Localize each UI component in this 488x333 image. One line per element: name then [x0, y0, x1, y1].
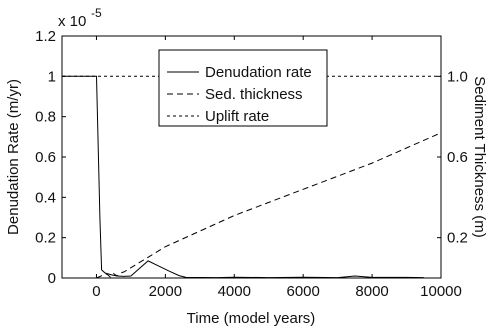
y-right-tick-label: 0.6 — [447, 149, 468, 166]
y-left-axis-label: Denudation Rate (m/yr) — [5, 79, 22, 235]
legend-label-sediment: Sed. thickness — [205, 86, 303, 103]
x-tick-label: 6000 — [286, 283, 319, 300]
left-exponent-power: -5 — [91, 6, 102, 20]
y-left-tick-label: 0.4 — [35, 189, 56, 206]
series-denudation-rate — [62, 75, 424, 279]
series-sediment-thickness — [96, 132, 442, 279]
left-exponent-base: x 10 — [58, 13, 86, 30]
y-left-tick-label: 1.2 — [35, 28, 56, 45]
y-left-tick-label: 0 — [48, 270, 56, 287]
y-right-axis-label: Sediment Thickness (m) — [471, 76, 488, 237]
legend-label-denudation: Denudation rate — [205, 64, 312, 81]
y-left-tick-label: 1 — [48, 68, 56, 85]
legend-label-uplift: Uplift rate — [205, 108, 269, 125]
y-right-tick-label: 0.2 — [447, 230, 468, 247]
x-tick-label: 2000 — [149, 283, 182, 300]
legend-box — [158, 49, 328, 127]
y-right-tick-label: 1.0 — [447, 68, 468, 85]
x-tick-label: 4000 — [218, 283, 251, 300]
x-axis-label: Time (model years) — [187, 310, 316, 327]
x-tick-label: 8000 — [355, 283, 388, 300]
y-left-tick-label: 0.2 — [35, 230, 56, 247]
y-left-tick-label: 0.6 — [35, 149, 56, 166]
y-left-tick-label: 0.8 — [35, 109, 56, 126]
x-tick-label: 10000 — [420, 283, 462, 300]
x-tick-label: 0 — [92, 283, 100, 300]
legend: Denudation rate Sed. thickness Uplift ra… — [158, 49, 328, 127]
